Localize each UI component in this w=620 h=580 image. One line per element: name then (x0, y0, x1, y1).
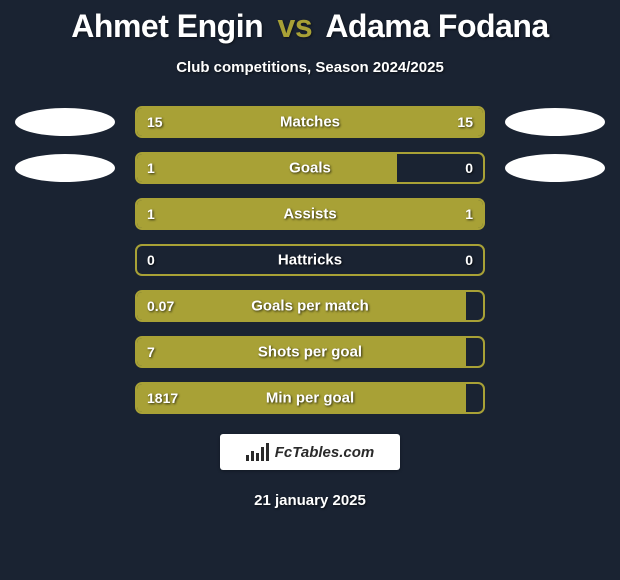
player2-badge-ellipse (505, 108, 605, 136)
player2-name: Adama Fodana (325, 8, 548, 44)
stat-rows-container: 15 Matches 15 1 Goals 0 1 Assists 1 0 Hattricks 0 0.… (0, 106, 620, 414)
stat-bar: 7 Shots per goal (135, 336, 485, 368)
stat-row: 1 Goals 0 (0, 152, 620, 184)
stat-bar-fill-left (137, 154, 397, 182)
player1-badge-ellipse (15, 108, 115, 136)
comparison-title: Ahmet Engin vs Adama Fodana (0, 0, 620, 45)
stat-value-left: 0 (147, 252, 155, 268)
stat-label: Min per goal (266, 390, 354, 407)
stat-label: Matches (280, 114, 340, 131)
stat-bar: 15 Matches 15 (135, 106, 485, 138)
stat-value-right: 0 (465, 252, 473, 268)
stat-value-left: 1817 (147, 390, 178, 406)
stat-label: Goals per match (251, 298, 369, 315)
stat-value-right: 0 (465, 160, 473, 176)
brand-text: FcTables.com (275, 444, 374, 461)
stat-value-right: 15 (457, 114, 473, 130)
player1-name: Ahmet Engin (71, 8, 263, 44)
stat-bar: 1817 Min per goal (135, 382, 485, 414)
stat-value-left: 15 (147, 114, 163, 130)
stat-row: 1 Assists 1 (0, 198, 620, 230)
stat-label: Hattricks (278, 252, 342, 269)
stat-row: 15 Matches 15 (0, 106, 620, 138)
stat-label: Goals (289, 160, 331, 177)
stat-value-left: 7 (147, 344, 155, 360)
player1-badge-ellipse (15, 154, 115, 182)
stat-value-left: 1 (147, 160, 155, 176)
stat-bar: 0.07 Goals per match (135, 290, 485, 322)
stat-bar: 0 Hattricks 0 (135, 244, 485, 276)
stat-value-left: 0.07 (147, 298, 174, 314)
bar-chart-icon (246, 443, 269, 461)
stat-row: 0.07 Goals per match (0, 290, 620, 322)
stat-value-left: 1 (147, 206, 155, 222)
subtitle: Club competitions, Season 2024/2025 (0, 59, 620, 76)
vs-separator: vs (278, 8, 313, 44)
date-label: 21 january 2025 (0, 492, 620, 509)
brand-logo: FcTables.com (220, 434, 400, 470)
stat-bar: 1 Goals 0 (135, 152, 485, 184)
stat-label: Shots per goal (258, 344, 362, 361)
stat-value-right: 1 (465, 206, 473, 222)
stat-row: 7 Shots per goal (0, 336, 620, 368)
player2-badge-ellipse (505, 154, 605, 182)
stat-label: Assists (283, 206, 336, 223)
stat-row: 0 Hattricks 0 (0, 244, 620, 276)
stat-bar: 1 Assists 1 (135, 198, 485, 230)
stat-row: 1817 Min per goal (0, 382, 620, 414)
